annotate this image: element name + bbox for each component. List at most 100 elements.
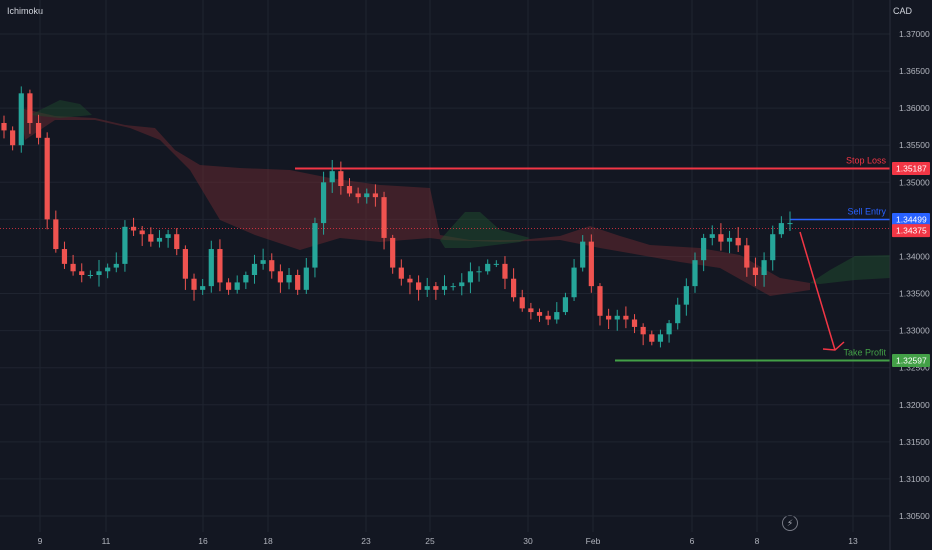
candle [295,269,301,295]
candle-body [260,260,266,264]
candle [787,211,793,231]
candle [424,277,430,297]
candle [79,263,85,283]
x-tick-label: 23 [361,536,371,546]
candle-body [200,286,206,290]
candle [200,278,206,295]
candle-body [295,275,301,290]
candle-body [407,278,413,283]
candle-body [122,226,128,264]
candle-body [554,312,560,320]
candle [528,302,534,320]
candle [381,191,387,250]
candle-body [191,278,197,290]
candle-body [338,171,344,187]
candle [44,132,50,230]
candle [623,306,629,329]
candle [519,289,525,312]
x-tick-label: 13 [848,536,858,546]
candle-body [614,315,620,320]
x-tick-label: Feb [586,536,601,546]
candle-body [390,237,396,268]
cloud-bearish [20,108,810,296]
candle [174,228,180,256]
take-profit-price-tag-text: 1.32597 [896,355,927,365]
x-tick-label: 11 [102,536,111,546]
candle [744,237,750,277]
candle-body [225,282,232,290]
sell-entry-price-tag: 1.34499 [892,212,930,226]
candle [234,275,240,294]
candle [571,259,577,301]
candle [649,330,655,346]
candle-body [346,186,353,194]
candle [485,259,491,275]
forecast-arrow [799,231,845,351]
candle-body [562,297,569,313]
candle-body [657,334,664,342]
y-tick-label: 1.31000 [899,474,930,484]
candle-body [320,182,327,224]
candle-body [485,263,491,272]
candle [450,282,456,291]
currency-label: CAD [892,6,912,16]
candle-body [27,93,33,123]
candle [364,188,370,204]
candle [657,329,664,348]
x-tick-label: 25 [425,536,435,546]
candle [597,283,603,326]
candle [692,252,698,293]
candle [606,308,612,330]
candle [329,159,335,193]
candle-body [718,234,724,242]
candle [502,256,508,290]
candle [390,234,396,274]
candle [182,245,188,290]
x-tick-label: 8 [755,536,760,546]
candle-body [156,237,163,242]
x-tick-label: 6 [690,536,695,546]
candle-body [606,315,612,320]
price-axis[interactable]: 1.370001.365001.360001.355001.350001.345… [889,0,930,550]
candle [675,297,681,330]
candle [407,274,413,295]
time-axis[interactable]: 9 11 16 18 23 25 30 Feb 6 8 13 [38,536,858,546]
candle-body [269,260,275,272]
candle-body [476,271,482,273]
candle [726,230,733,254]
candle [53,210,59,253]
candle [666,319,672,343]
current-price-tag-text: 1.34375 [896,226,927,236]
candle [10,126,16,151]
candle-body [588,241,594,287]
grid-lines [0,0,890,532]
take-profit-label: Take Profit [843,347,886,357]
candle [554,302,560,324]
candle-body [53,219,59,250]
candle-body [61,249,68,264]
candle-body [139,230,145,235]
candle-body [381,197,387,238]
candle [96,259,102,287]
indicator-label[interactable]: Ichimoku [7,6,44,16]
y-tick-label: 1.33000 [899,326,930,336]
candle-body [649,334,655,342]
candle-body [675,304,681,324]
candle-body [424,286,430,290]
stop-loss-price-tag-text: 1.35187 [896,163,927,173]
y-tick-label: 1.35500 [899,140,930,150]
ichimoku-cloud [20,100,890,296]
candle [562,292,569,316]
candle-body [683,286,689,305]
candle-body [631,319,638,327]
candle-body [44,137,50,220]
candle [493,260,499,268]
y-tick-label: 1.34000 [899,251,930,261]
candle [545,310,551,326]
candle [1,115,7,139]
candle-body [752,267,759,275]
candle-body [79,271,85,275]
candle-body [1,122,7,131]
candle [372,184,379,207]
